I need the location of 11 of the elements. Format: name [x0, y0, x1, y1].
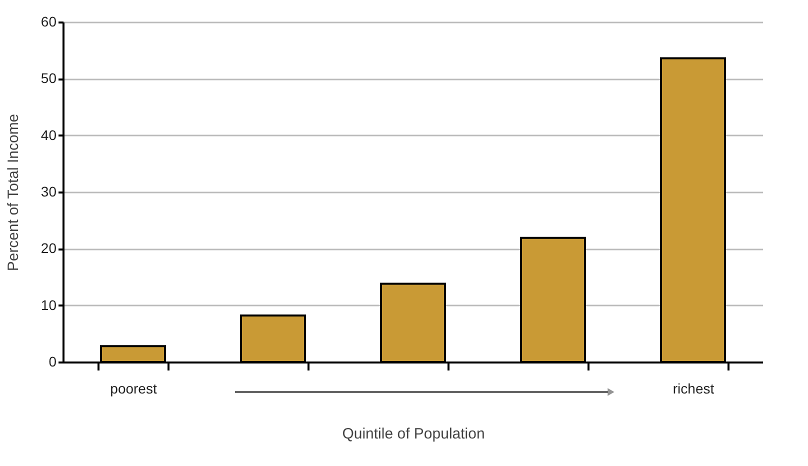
- y-axis-title: Percent of Total Income: [4, 114, 22, 272]
- y-tick-label: 0: [48, 354, 57, 370]
- y-tick-label: 20: [40, 240, 57, 256]
- x-tick-label: richest: [672, 380, 714, 396]
- y-tick-label: 10: [40, 296, 57, 313]
- y-tick-label: 40: [40, 126, 57, 143]
- x-axis-title: Quintile of Population: [342, 426, 485, 442]
- x-tick-label: poorest: [110, 380, 157, 396]
- y-tick-label: 50: [40, 70, 57, 86]
- y-tick-label: 30: [40, 184, 57, 200]
- y-tick-label: 60: [40, 14, 57, 30]
